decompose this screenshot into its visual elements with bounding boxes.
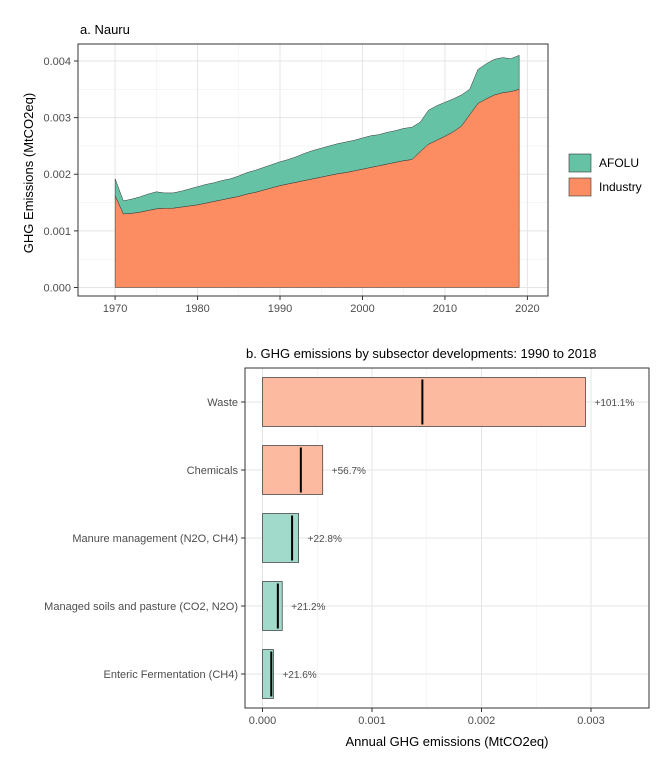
panel-a-y-axis-label: GHG Emissions (MtCO2eq) (21, 93, 36, 253)
bar-change-label: +101.1% (594, 398, 634, 409)
y-tick-label: 0.001 (43, 226, 71, 238)
y-tick-label: 0.002 (43, 169, 71, 181)
bar (262, 513, 299, 563)
panel-b: b. GHG emissions by subsector developmen… (44, 346, 650, 749)
legend-label-industry: Industry (599, 180, 642, 194)
y-tick-label: 0.003 (43, 113, 71, 125)
x-tick-label: 2020 (515, 303, 539, 315)
x-tick-label: 1970 (103, 303, 127, 315)
category-label: Managed soils and pasture (CO2, N2O) (44, 601, 238, 613)
x-tick-label: 0.003 (577, 715, 605, 727)
x-tick-label: 1990 (268, 303, 292, 315)
legend-swatch-industry (568, 177, 592, 197)
bar (262, 649, 274, 699)
panel-a-areas (114, 54, 520, 288)
x-tick-label: 2000 (350, 303, 374, 315)
x-tick-label: 2010 (433, 303, 457, 315)
x-tick-label: 1980 (185, 303, 209, 315)
category-label: Manure management (N2O, CH4) (72, 533, 238, 545)
panel-a-legend: AFOLU Industry (568, 153, 642, 197)
bar (262, 581, 283, 631)
category-label: Enteric Fermentation (CH4) (104, 669, 239, 681)
x-tick-label: 0.002 (468, 715, 496, 727)
panel-a-title: a. Nauru (80, 22, 130, 37)
category-label: Chemicals (187, 465, 239, 477)
x-tick-label: 0.001 (358, 715, 386, 727)
y-tick-label: 0.004 (43, 56, 71, 68)
bar (262, 445, 324, 495)
category-label: Waste (207, 397, 238, 409)
panel-b-x-ticks: 0.000 0.001 0.002 0.003 (249, 708, 605, 727)
legend-label-afolu: AFOLU (599, 156, 639, 170)
panel-a: a. Nauru GHG Emissions (MtCO2eq) 0.0000.… (21, 22, 642, 315)
y-tick-label: 0.000 (43, 283, 71, 295)
area-afolu (114, 54, 520, 215)
bar-change-label: +56.7% (332, 466, 366, 477)
panel-a-y-ticks: 0.000 0.001 0.002 0.003 0.004 (43, 56, 78, 295)
bar-change-label: +21.6% (282, 670, 316, 681)
bar-change-label: +22.8% (308, 534, 342, 545)
panel-b-category-labels: Waste Chemicals Manure management (N2O, CH… (44, 397, 245, 681)
bar (262, 377, 586, 427)
panel-b-x-axis-label: Annual GHG emissions (MtCO2eq) (345, 734, 548, 749)
panel-a-x-ticks: 1970 1980 1990 2000 2010 2020 (103, 296, 540, 315)
panel-b-bars: +101.1% +56.7% +22.8% +21.2% +21.6% (262, 377, 634, 699)
panel-b-title: b. GHG emissions by subsector developmen… (246, 346, 596, 361)
x-tick-label: 0.000 (249, 715, 277, 727)
legend-swatch-afolu (568, 153, 592, 173)
panel-a-plot-border (77, 43, 549, 297)
bar-change-label: +21.2% (291, 602, 325, 613)
panel-b-plot-border (244, 367, 650, 709)
